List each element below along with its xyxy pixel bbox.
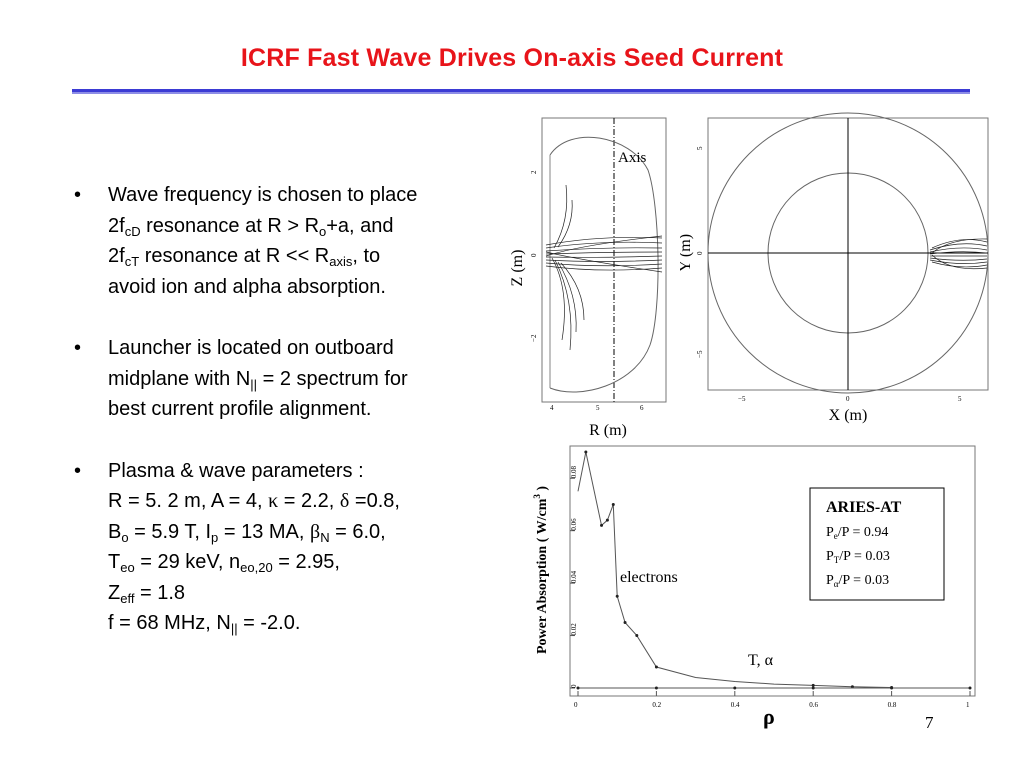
data-point bbox=[605, 518, 609, 522]
y-axis-label: Y (m) bbox=[680, 234, 694, 272]
y-tick-label: 0.08 bbox=[570, 465, 578, 478]
data-point bbox=[635, 634, 639, 638]
data-point bbox=[850, 685, 854, 689]
y-tick-label: 0.06 bbox=[570, 518, 578, 531]
legend-title: ARIES-AT bbox=[826, 499, 902, 516]
bullet-launcher: • Launcher is located on outboard midpla… bbox=[74, 333, 514, 425]
data-point bbox=[623, 620, 627, 624]
x-tick-label: 0.4 bbox=[731, 701, 740, 709]
parameter-line: Teo = 29 keV, neo,20 = 2.95, bbox=[108, 551, 340, 575]
x-axis-label: X (m) bbox=[829, 407, 868, 424]
x-tick: 4 bbox=[550, 404, 554, 412]
x-tick-label: 0.6 bbox=[809, 701, 818, 709]
bullet-text: best current profile alignment. bbox=[108, 398, 372, 420]
bullet-text: Wave frequency is chosen to place bbox=[108, 184, 418, 206]
y-tick: 2 bbox=[530, 170, 538, 174]
bullet-parameters: • Plasma & wave parameters : bbox=[74, 456, 514, 487]
bullet-list: • Wave frequency is chosen to place 2fcD… bbox=[74, 180, 514, 639]
axis-label: Axis bbox=[618, 150, 647, 166]
data-point bbox=[811, 686, 815, 690]
data-point bbox=[654, 665, 658, 669]
bullet-text: 2fcD resonance at R > Ro+a, and bbox=[108, 214, 394, 239]
power-absorption-chart: Power Absorption ( W/cm3 ) 0.08 0.06 0.04 0… bbox=[532, 445, 976, 709]
bullet-dot: • bbox=[74, 459, 82, 482]
data-point bbox=[576, 686, 580, 690]
x-tick: 5 bbox=[958, 395, 962, 403]
parameter-list: R = 5. 2 m, A = 4, κ = 2.2, δ =0.8, Bo =… bbox=[74, 486, 514, 639]
x-tick: 6 bbox=[640, 404, 644, 412]
x-tick-label: 0.8 bbox=[888, 701, 897, 709]
parameter-line: R = 5. 2 m, A = 4, κ = 2.2, δ =0.8, bbox=[108, 490, 400, 512]
bullet-text: avoid ion and alpha absorption. bbox=[108, 275, 386, 298]
x-tick: 5 bbox=[596, 404, 600, 412]
y-axis-label: Power Absorption ( W/cm3 ) bbox=[532, 486, 550, 654]
legend-row: Pe/P = 0.94 bbox=[826, 525, 888, 541]
data-point bbox=[968, 686, 972, 690]
bullet-wave-frequency: • Wave frequency is chosen to place 2fcD… bbox=[74, 180, 514, 302]
legend-box: ARIES-AT Pe/P = 0.94 PT/P = 0.03 Pα/P = … bbox=[809, 487, 945, 601]
parameter-line: Zeff = 1.8 bbox=[108, 581, 186, 606]
r-axis-label: R (m) bbox=[589, 422, 627, 439]
bullet-text: Plasma & wave parameters : bbox=[108, 459, 364, 482]
x-tick: −5 bbox=[738, 395, 746, 403]
bullet-text: midplane with N|| = 2 spectrum for bbox=[108, 367, 408, 392]
y-tick: −5 bbox=[696, 350, 704, 358]
data-point bbox=[654, 686, 658, 690]
y-tick: 5 bbox=[696, 146, 704, 150]
ray-traces-top bbox=[929, 238, 988, 270]
data-point bbox=[611, 502, 615, 506]
x-tick-label: 1 bbox=[966, 701, 970, 709]
parameter-line: Bo = 5.9 T, Ip = 13 MA, βN = 6.0, bbox=[108, 520, 386, 545]
y-tick-label: 0.04 bbox=[570, 570, 578, 583]
data-point bbox=[584, 450, 588, 454]
y-tick: −2 bbox=[530, 334, 538, 342]
title-underline bbox=[72, 89, 970, 94]
x-tick: 0 bbox=[846, 395, 850, 403]
electrons-label: electrons bbox=[620, 569, 678, 586]
ions-label: T, α bbox=[748, 652, 774, 669]
data-point bbox=[615, 594, 619, 598]
rho-axis-label: ρ bbox=[763, 704, 775, 729]
slide-title: ICRF Fast Wave Drives On-axis Seed Curre… bbox=[240, 44, 784, 72]
x-tick-label: 0 bbox=[574, 701, 578, 709]
bullet-dot: • bbox=[74, 337, 82, 359]
toroidal-top-view-plot: Y (m) X (m) −5 0 5 5 0 −5 bbox=[680, 112, 989, 424]
bullet-dot: • bbox=[74, 184, 82, 206]
y-tick: 0 bbox=[530, 253, 538, 257]
z-axis-label: Z (m) bbox=[509, 250, 526, 287]
poloidal-cross-section-plot: Axis Z (m) R (m) 4 5 6 2 0 −2 bbox=[509, 117, 667, 439]
parameter-line: f = 68 MHz, N|| = -2.0. bbox=[108, 612, 301, 636]
legend-row: Pα/P = 0.03 bbox=[826, 573, 889, 589]
y-tick-label: 0 bbox=[570, 684, 578, 688]
bullet-text: Launcher is located on outboard bbox=[108, 337, 394, 359]
data-point bbox=[811, 683, 815, 687]
page-number: 7 bbox=[925, 713, 934, 732]
ray-traces bbox=[545, 184, 663, 351]
legend-row: PT/P = 0.03 bbox=[826, 549, 890, 565]
y-tick-label: 0.02 bbox=[570, 623, 578, 636]
bullet-text: 2fcT resonance at R << Raxis, to bbox=[108, 245, 381, 269]
data-point bbox=[890, 686, 894, 690]
data-point bbox=[733, 686, 737, 690]
x-tick-label: 0.2 bbox=[652, 701, 661, 709]
y-tick: 0 bbox=[696, 251, 704, 255]
data-point bbox=[600, 523, 604, 527]
